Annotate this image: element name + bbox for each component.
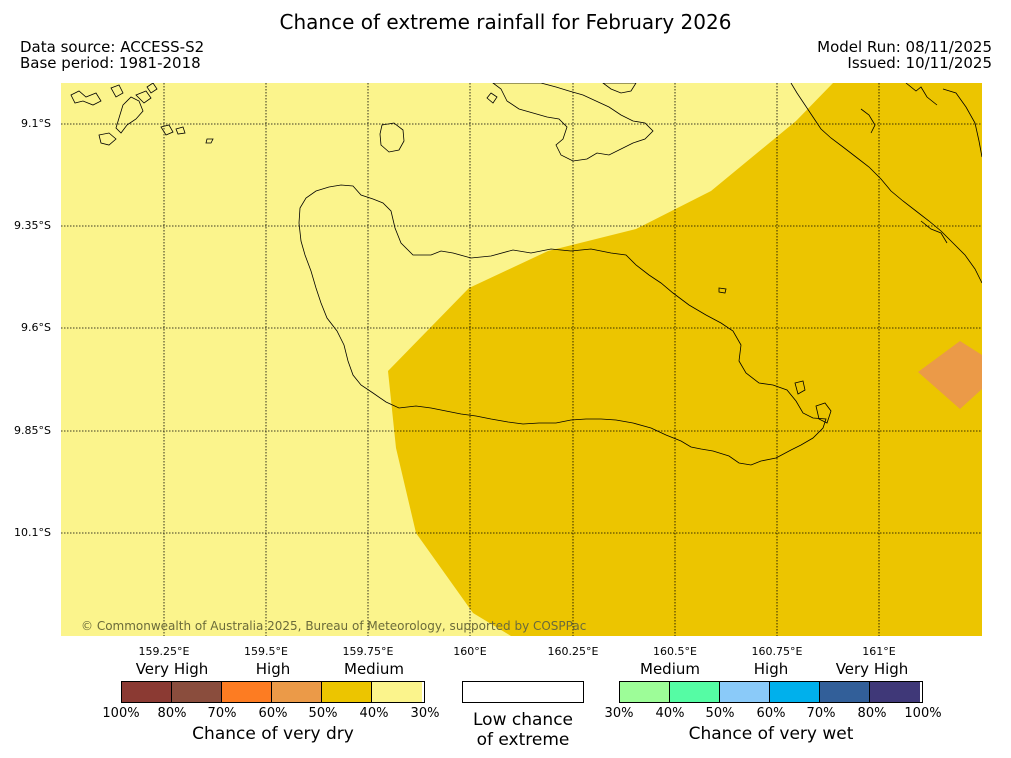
- dry-tick: 100%: [102, 706, 140, 721]
- dry-label-high: High: [255, 660, 291, 678]
- wet-tick: 40%: [655, 706, 685, 721]
- dry-tick: 60%: [258, 706, 288, 721]
- dry-tick: 70%: [207, 706, 237, 721]
- wet-label-high: High: [753, 660, 789, 678]
- low-chance-swatch: [462, 681, 584, 703]
- base-period: Base period: 1981-2018: [20, 54, 201, 72]
- data-source: Data source: ACCESS-S2: [20, 38, 205, 56]
- dry-color-bar: [121, 681, 425, 703]
- dry-label-medium: Medium: [344, 660, 404, 678]
- dry-tick: 40%: [359, 706, 389, 721]
- lon-label: 160.25°E: [547, 645, 599, 658]
- wet-tick: 60%: [756, 706, 786, 721]
- wet-tick: 30%: [604, 706, 634, 721]
- dry-tick: 30%: [410, 706, 440, 721]
- wet-label-medium: Medium: [640, 660, 700, 678]
- low-chance-caption: Low chance of extreme: [473, 710, 573, 750]
- lat-label: 10.1°S: [14, 526, 51, 539]
- wet-color-bar: [619, 681, 923, 703]
- dry-swatch: [122, 682, 172, 702]
- lon-label: 159.25°E: [138, 645, 190, 658]
- lon-label: 160.75°E: [751, 645, 803, 658]
- dry-swatch: [172, 682, 222, 702]
- wet-swatch: [620, 682, 670, 702]
- lon-label: 159.5°E: [244, 645, 288, 658]
- wet-swatch: [670, 682, 720, 702]
- wet-swatch: [770, 682, 820, 702]
- dry-swatch: [372, 682, 422, 702]
- dry-label-very-high: Very High: [135, 660, 209, 678]
- dry-swatch: [222, 682, 272, 702]
- rainfall-map: © Commonwealth of Australia 2025, Bureau…: [61, 83, 982, 636]
- lat-label: 9.85°S: [14, 424, 51, 437]
- wet-tick: 80%: [857, 706, 887, 721]
- medium-region: [388, 83, 982, 636]
- wet-tick: 50%: [705, 706, 735, 721]
- wet-tick: 100%: [904, 706, 942, 721]
- wet-label-very-high: Very High: [835, 660, 909, 678]
- source-info: Data source: ACCESS-S2 Base period: 1981…: [20, 39, 204, 71]
- low-chance-line2: of extreme: [476, 730, 570, 750]
- model-run: Model Run: 08/11/2025: [817, 38, 992, 56]
- wet-swatch: [720, 682, 770, 702]
- dry-caption: Chance of very dry: [192, 724, 354, 744]
- wet-swatch: [820, 682, 870, 702]
- wet-swatch: [870, 682, 920, 702]
- dry-tick: 50%: [308, 706, 338, 721]
- wet-caption: Chance of very wet: [688, 724, 854, 744]
- wet-tick: 70%: [806, 706, 836, 721]
- coastline: [70, 83, 982, 466]
- dry-tick: 80%: [157, 706, 187, 721]
- low-chance-line1: Low chance: [473, 710, 573, 730]
- map-title: Chance of extreme rainfall for February …: [279, 10, 732, 34]
- lat-label: 9.6°S: [21, 321, 51, 334]
- lat-label: 9.35°S: [14, 219, 51, 232]
- lon-label: 160.5°E: [653, 645, 697, 658]
- copyright-text: © Commonwealth of Australia 2025, Bureau…: [81, 619, 586, 633]
- lat-label: 9.1°S: [21, 117, 51, 130]
- dry-swatch: [272, 682, 322, 702]
- lon-label: 161°E: [862, 645, 896, 658]
- high-region: [918, 341, 982, 409]
- run-info: Model Run: 08/11/2025 Issued: 10/11/2025: [817, 39, 992, 71]
- issued-date: Issued: 10/11/2025: [847, 54, 992, 72]
- dry-swatch: [322, 682, 372, 702]
- lon-label: 160°E: [453, 645, 487, 658]
- graticule: [61, 83, 982, 636]
- lon-label: 159.75°E: [342, 645, 394, 658]
